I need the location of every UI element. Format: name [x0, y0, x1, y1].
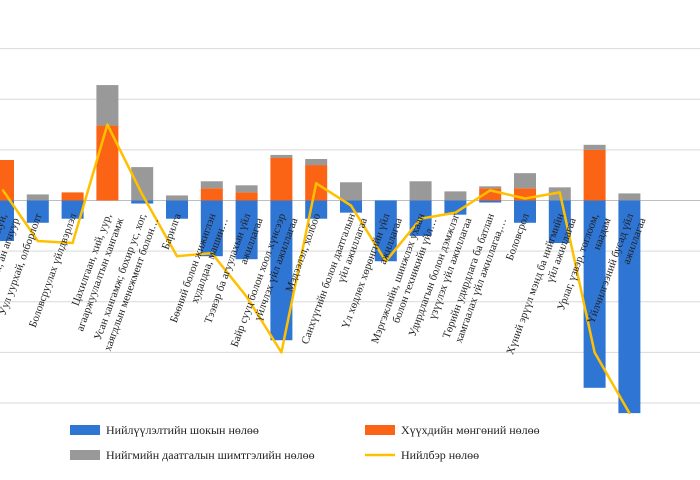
legend-label: Нийгмийн даатгалын шимтгэлийн нөлөө: [106, 448, 315, 462]
bar-series-2-cat-7: [201, 188, 223, 200]
bar-series-2-cat-3: [62, 192, 84, 200]
legend-label: Хүүхдийн мөнгөний нөлөө: [401, 423, 540, 437]
legend-label: Нийлбэр нөлөө: [401, 448, 479, 462]
bar-series-3-cat-13: [410, 181, 432, 200]
bar-series-3-cat-8: [236, 185, 258, 192]
legend-swatch: [70, 450, 100, 460]
total-effect-point: [524, 197, 526, 199]
legend: Нийлүүлэлтийн шокын нөлөө Хүүхдийн мөнгөн…: [70, 423, 540, 462]
total-effect-point: [489, 189, 491, 191]
total-effect-point: [350, 204, 352, 206]
bar-series-3-cat-7: [201, 181, 223, 188]
bar-series-2-cat-18: [584, 150, 606, 201]
bar-series-3-cat-18: [584, 145, 606, 150]
bar-series-3-cat-10: [305, 159, 327, 165]
bar-series-3-cat-6: [166, 195, 188, 200]
category-labels: Газар тариалан, мал аж ахуй,загас барилт…: [0, 211, 649, 360]
total-effect-point: [141, 193, 143, 195]
bar-series-2-cat-9: [270, 158, 292, 201]
bar-series-3-cat-14: [444, 191, 466, 200]
total-effect-point: [37, 240, 39, 242]
bar-series-1-cat-5: [131, 201, 153, 204]
legend-swatch: [365, 425, 395, 435]
total-effect-point: [315, 182, 317, 184]
bar-series-3-cat-11: [340, 182, 362, 200]
legend-swatch: [70, 425, 100, 435]
total-effect-point: [628, 412, 630, 414]
total-effect-point: [593, 351, 595, 353]
total-effect-point: [559, 191, 561, 193]
total-effect-point: [106, 123, 108, 125]
bar-series-2-cat-8: [236, 192, 258, 200]
chart: Газар тариалан, мал аж ахуй,загас барилт…: [0, 0, 700, 480]
legend-label: Нийлүүлэлтийн шокын нөлөө: [106, 423, 259, 437]
bar-series-1-cat-15: [479, 201, 501, 203]
total-effect-point: [71, 242, 73, 244]
bar-series-3-cat-2: [27, 194, 49, 200]
total-effect-point: [280, 351, 282, 353]
bar-series-3-cat-16: [514, 173, 536, 188]
bar-series-3-cat-19: [618, 193, 640, 200]
total-effect-point: [2, 189, 4, 191]
bar-series-3-cat-15: [479, 186, 501, 188]
bar-series-2-cat-4: [96, 126, 118, 201]
bar-series-3-cat-4: [96, 85, 118, 126]
bar-series-3-cat-9: [270, 155, 292, 158]
category-label: Боловсрол: [504, 211, 532, 262]
total-effect-point: [176, 255, 178, 257]
